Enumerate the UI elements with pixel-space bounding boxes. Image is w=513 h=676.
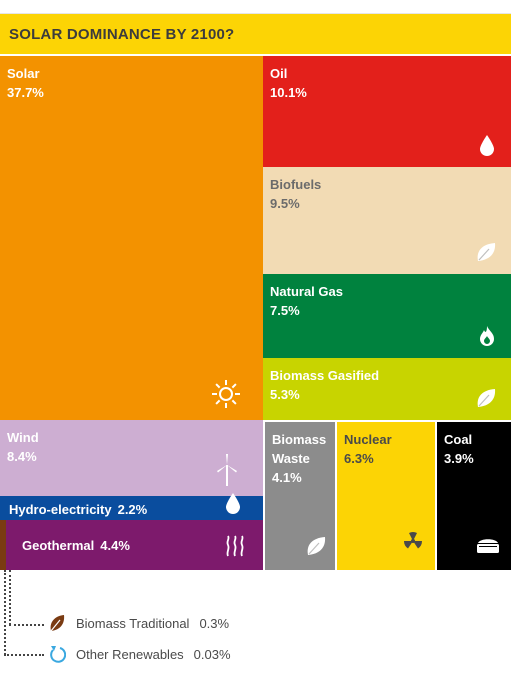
tile-value: 3.9%: [444, 451, 474, 466]
tile-value: 10.1%: [270, 85, 307, 100]
legend-label: Other Renewables: [76, 646, 184, 662]
tile-name: Solar: [7, 66, 40, 81]
refresh-icon: [50, 646, 66, 663]
tile-name: Hydro-electricity: [9, 502, 112, 517]
flame-icon: [479, 325, 495, 352]
treemap-tile-oil: Oil 10.1%: [263, 56, 511, 167]
tile-name: Biomass Gasified: [270, 368, 380, 383]
connector-line-vertical: [4, 570, 6, 655]
tile-label: Hydro-electricity 2.2%: [9, 500, 147, 519]
droplet-icon: [479, 134, 495, 161]
connector-line-biomass-traditional: [9, 624, 44, 626]
legend-biomass-traditional: Biomass Traditional 0.3%: [48, 613, 229, 633]
radiation-icon: [401, 529, 425, 556]
tile-value: 37.7%: [7, 85, 44, 100]
treemap-tile-hydro: Hydro-electricity 2.2%: [0, 493, 263, 520]
sun-icon: [211, 379, 241, 414]
leaf-icon: [305, 535, 327, 562]
tile-value: 7.5%: [270, 303, 300, 318]
treemap-tile-nuclear: Nuclear 6.3%: [337, 422, 435, 570]
treemap-tile-biomass-waste: Biomass Waste 4.1%: [265, 422, 335, 570]
tile-label: Nuclear 6.3%: [344, 430, 392, 468]
tile-value: 2.2%: [117, 502, 148, 517]
treemap-tile-natural-gas: Natural Gas 7.5%: [263, 274, 511, 358]
coal-cart-icon: [475, 535, 501, 562]
tile-name: Coal: [444, 432, 473, 447]
tile-name: Biomass Waste: [272, 432, 327, 466]
legend-value: 0.03%: [193, 646, 231, 662]
tile-value: 5.3%: [270, 387, 300, 402]
tile-value: 8.4%: [7, 449, 37, 464]
treemap-tile-biomass-traditional: [0, 520, 6, 570]
chart-title-bar: SOLAR DOMINANCE BY 2100?: [0, 14, 511, 54]
treemap-tile-solar: Solar 37.7%: [0, 56, 263, 420]
treemap-tile-geothermal: Geothermal 4.4%: [0, 520, 263, 570]
droplet-icon: [225, 492, 241, 519]
tile-name: Oil: [270, 66, 288, 81]
tile-label: Biofuels 9.5%: [270, 175, 321, 213]
tile-value: 9.5%: [270, 196, 300, 211]
legend-other-renewables: Other Renewables 0.03%: [48, 644, 231, 664]
leaf-icon: [475, 387, 497, 414]
tile-label: Oil 10.1%: [270, 64, 307, 102]
treemap-tile-wind: Wind 8.4%: [0, 420, 263, 496]
legend-label: Biomass Traditional: [76, 615, 190, 631]
treemap-tile-biofuels: Biofuels 9.5%: [263, 167, 511, 274]
tile-value: 4.4%: [100, 538, 130, 553]
tile-label: Geothermal 4.4%: [22, 536, 130, 555]
tile-name: Natural Gas: [270, 284, 343, 299]
tile-value: 4.1%: [272, 470, 302, 485]
tile-label: Solar 37.7%: [7, 64, 44, 102]
tile-name: Wind: [7, 430, 39, 445]
leaf-icon: [475, 241, 497, 268]
tile-label: Biomass Gasified 5.3%: [270, 366, 379, 404]
treemap-tile-coal: Coal 3.9%: [437, 422, 511, 570]
tile-name: Nuclear: [344, 432, 392, 447]
treemap-tile-biomass-gasified: Biomass Gasified 5.3%: [263, 358, 511, 420]
leaf-icon: [50, 615, 65, 632]
connector-line-vertical-2: [9, 570, 11, 625]
chart-title: SOLAR DOMINANCE BY 2100?: [9, 25, 235, 43]
connector-line-other-renewables: [4, 654, 44, 656]
legend-value: 0.3%: [199, 615, 230, 631]
tile-label: Natural Gas 7.5%: [270, 282, 343, 320]
tile-label: Biomass Waste 4.1%: [272, 430, 332, 487]
tile-name: Biofuels: [270, 177, 322, 192]
tile-name: Geothermal: [22, 538, 95, 553]
tile-label: Coal 3.9%: [444, 430, 474, 468]
tile-label: Wind 8.4%: [7, 428, 39, 466]
title-top-rule: [0, 13, 511, 14]
heat-waves-icon: [225, 535, 245, 562]
tile-value: 6.3%: [344, 451, 374, 466]
wind-turbine-icon: [215, 453, 239, 492]
